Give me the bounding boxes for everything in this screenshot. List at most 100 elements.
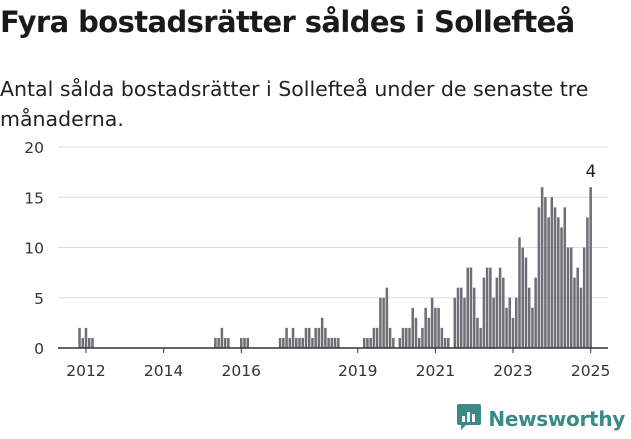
bar xyxy=(447,337,450,348)
bar xyxy=(492,297,495,348)
bar xyxy=(291,327,295,348)
bar xyxy=(498,267,502,348)
bar xyxy=(314,327,317,348)
bar xyxy=(243,337,246,348)
bar xyxy=(401,327,405,348)
bar xyxy=(476,317,479,348)
bar xyxy=(278,337,282,348)
bar xyxy=(560,227,563,348)
bar xyxy=(547,217,550,348)
bar xyxy=(337,337,340,348)
bar xyxy=(466,267,469,348)
bar xyxy=(405,327,408,348)
bar xyxy=(382,297,385,348)
bar xyxy=(502,277,505,348)
bar xyxy=(456,287,460,348)
bar xyxy=(527,287,531,348)
bar xyxy=(320,317,324,348)
bar xyxy=(372,327,376,348)
bar xyxy=(569,247,573,348)
bar xyxy=(479,327,482,348)
x-tick-label: 2023 xyxy=(493,362,532,380)
bar xyxy=(307,327,311,348)
bar xyxy=(537,207,541,348)
bar xyxy=(440,327,444,348)
chart-subtitle: Antal sålda bostadsrätter i Sollefteå un… xyxy=(0,77,589,131)
bar xyxy=(472,287,476,348)
bar xyxy=(288,337,292,348)
bar xyxy=(369,337,372,348)
bar xyxy=(573,277,576,348)
bar xyxy=(550,197,554,348)
bar xyxy=(518,237,521,348)
bar xyxy=(81,337,85,348)
axes: 0 5 10 15 20 2012 2014 2016 2019 2021 2023 2025 4 xyxy=(24,139,610,380)
bar xyxy=(87,337,91,348)
newsworthy-logo-icon xyxy=(456,403,482,435)
bar xyxy=(227,337,230,348)
chart-title: Fyra bostadsrätter såldes i Sollefteå xyxy=(0,5,575,39)
bar xyxy=(282,337,285,348)
x-tick-label: 2019 xyxy=(338,362,377,380)
bar xyxy=(84,327,88,348)
bar xyxy=(301,337,304,348)
bar xyxy=(430,297,434,348)
bar xyxy=(285,327,288,348)
bar xyxy=(411,307,414,348)
bar xyxy=(298,337,301,348)
bar xyxy=(544,197,547,348)
bar xyxy=(531,307,534,348)
bar xyxy=(453,297,457,348)
bar xyxy=(427,317,431,348)
y-tick-label: 20 xyxy=(24,139,44,157)
bar xyxy=(557,217,560,348)
bar xyxy=(330,337,334,348)
bar xyxy=(220,327,224,348)
bar xyxy=(489,267,492,348)
bar xyxy=(508,297,512,348)
bar xyxy=(379,297,382,348)
bar xyxy=(460,287,463,348)
bar xyxy=(388,327,392,348)
bar xyxy=(589,187,592,348)
bar xyxy=(566,247,570,348)
y-tick-label: 5 xyxy=(34,290,44,308)
newsworthy-brand: Newsworthy xyxy=(456,404,625,434)
data-label-latest: 4 xyxy=(586,162,597,181)
x-tick-label: 2014 xyxy=(144,362,183,380)
bar xyxy=(214,337,217,348)
bar xyxy=(553,207,557,348)
bar xyxy=(217,337,220,348)
bar xyxy=(414,317,418,348)
bar xyxy=(246,337,250,348)
bar xyxy=(240,337,243,348)
bar xyxy=(223,337,227,348)
bar xyxy=(579,287,583,348)
bar xyxy=(443,337,447,348)
bar xyxy=(524,257,528,348)
bar xyxy=(408,327,411,348)
bar xyxy=(505,307,508,348)
bar xyxy=(582,247,586,348)
bar xyxy=(304,327,308,348)
bar xyxy=(485,267,489,348)
bar xyxy=(311,337,314,348)
bars xyxy=(78,187,592,348)
bar xyxy=(469,267,473,348)
bar-chart: 0 5 10 15 20 2012 2014 2016 2019 2021 2023 2025 4 xyxy=(24,139,610,380)
bar xyxy=(295,337,298,348)
bar xyxy=(511,317,515,348)
bar xyxy=(398,337,402,348)
bar xyxy=(362,337,366,348)
bar xyxy=(324,327,327,348)
bar xyxy=(78,327,81,348)
brand-name: Newsworthy xyxy=(488,407,625,431)
bar xyxy=(540,187,544,348)
bar xyxy=(437,307,440,348)
bar xyxy=(375,327,379,348)
bar xyxy=(366,337,369,348)
bar xyxy=(495,277,499,348)
bar xyxy=(534,277,537,348)
bar xyxy=(317,327,321,348)
bar xyxy=(514,297,518,348)
